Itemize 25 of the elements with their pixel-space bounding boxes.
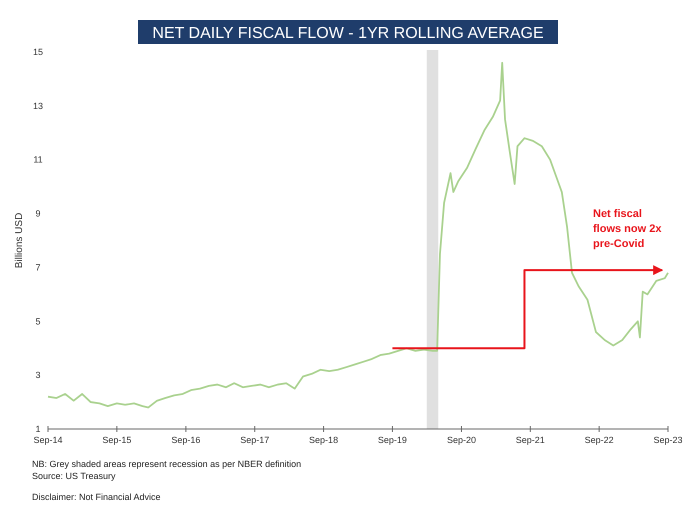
x-tick-label: Sep-17 [240, 435, 270, 445]
x-tick-label: Sep-15 [102, 435, 132, 445]
x-tick-label: Sep-20 [446, 435, 476, 445]
y-tick-label: 7 [35, 262, 41, 272]
text: Disclaimer: Not Financial Advice [32, 492, 161, 502]
x-tick-label: Sep-14 [33, 435, 63, 445]
source-note: Source: US Treasury [32, 471, 116, 481]
y-tick-label: 11 [33, 154, 43, 165]
x-tick-label: Sep-19 [378, 435, 407, 445]
y-tick-label: 15 [32, 47, 44, 57]
annotation: Net fiscal flows now 2x pre-Covid [593, 208, 662, 250]
chart-title: NET DAILY FISCAL FLOW - 1YR ROLLING AVERAGE [152, 25, 544, 42]
line-series [47, 62, 669, 408]
x-tick-label: Sep-18 [309, 435, 338, 445]
x-tick-label: Sep-21 [516, 435, 545, 445]
y-tick-label: 9 [35, 208, 41, 219]
x-tick-label: Sep-16 [171, 435, 200, 445]
y-tick-label: 13 [32, 100, 44, 111]
y-tick-label: 3 [35, 370, 41, 380]
y-tick-label: 5 [35, 316, 41, 326]
y-axis-title: Billions USD [14, 212, 25, 268]
y-tick-label: 1 [35, 424, 41, 434]
x-tick-label: Sep-23 [653, 435, 683, 445]
x-tick-label: Sep-22 [584, 435, 614, 445]
text: NB: Grey shaded areas represent recession as per NBER definition [32, 459, 302, 469]
